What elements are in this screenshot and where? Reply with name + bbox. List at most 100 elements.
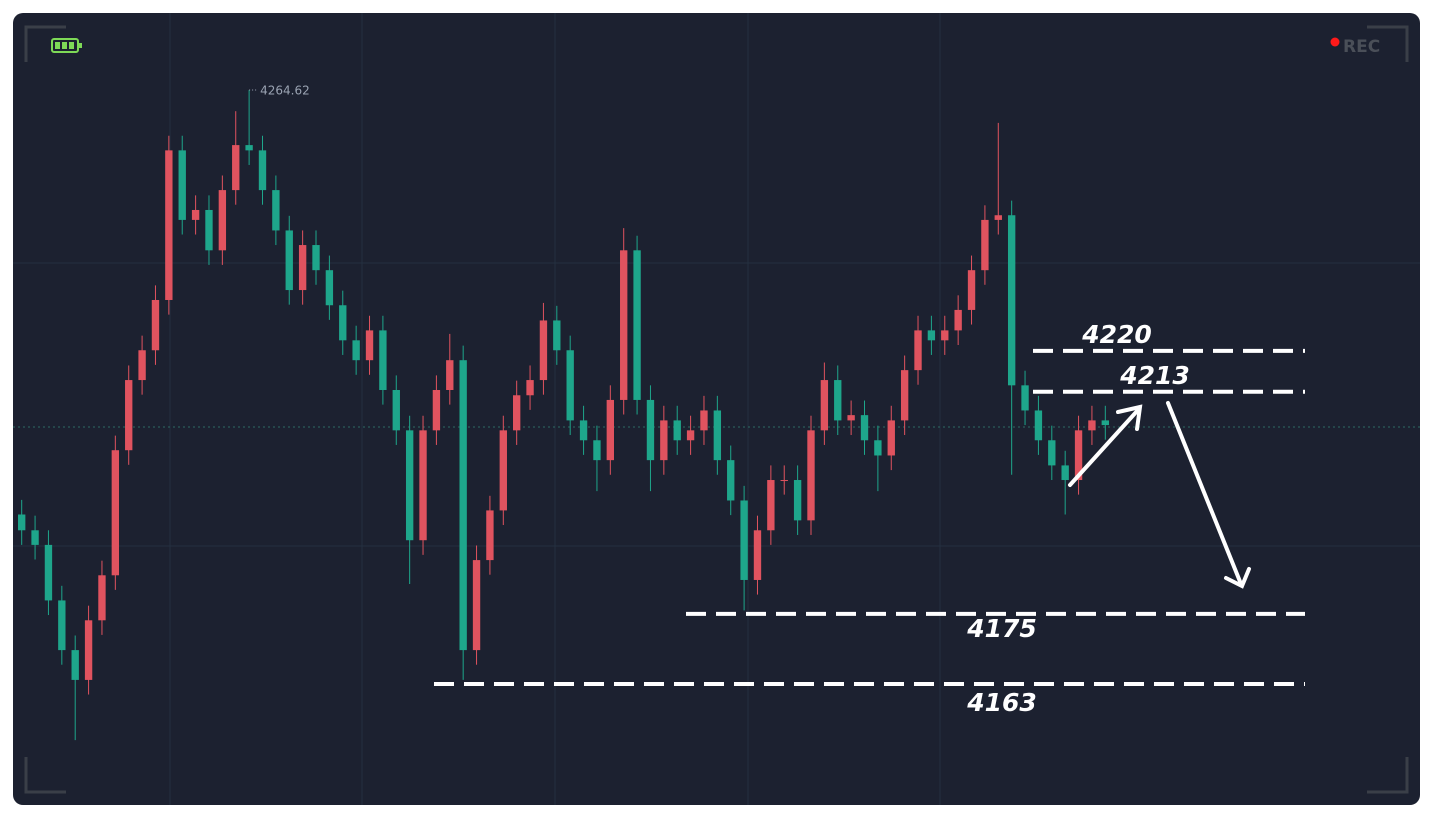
candle-body: [512, 395, 521, 431]
corner: [1367, 757, 1409, 794]
arrow-head: [1224, 567, 1251, 589]
candles: 4264.62: [18, 84, 1109, 741]
candle-body: [258, 150, 267, 191]
candle-body: [58, 600, 66, 651]
candle-body: [606, 399, 615, 461]
candle-body: [44, 544, 53, 601]
candle-body: [405, 430, 414, 541]
candle-body: [272, 190, 280, 231]
candle-body: [646, 399, 655, 461]
candle-body: [1101, 420, 1109, 426]
arrow-head: [1116, 404, 1143, 431]
candle-body: [285, 230, 293, 291]
candle-body: [245, 145, 253, 151]
candle-body: [1074, 430, 1083, 481]
candle-body: [673, 420, 681, 441]
candle-body: [780, 480, 788, 482]
candle-body: [1048, 440, 1056, 466]
candle-body: [954, 309, 962, 331]
candle-body: [566, 350, 574, 421]
corner: [1367, 25, 1409, 62]
candle-body: [31, 530, 39, 545]
candle-body: [472, 560, 481, 651]
candle-body: [900, 370, 909, 421]
candle-body: [914, 330, 922, 371]
battery-body: [51, 38, 79, 53]
chart-panel: [13, 13, 1420, 805]
candle-body: [539, 320, 548, 381]
candle-body: [1007, 215, 1016, 386]
level-label: 4175: [966, 614, 1037, 643]
max-price-label: 4264.62: [260, 84, 310, 98]
candle-body: [633, 250, 641, 400]
candle-body: [700, 410, 708, 431]
candle-body: [847, 415, 855, 421]
candle-body: [365, 330, 374, 361]
candle-body: [151, 299, 160, 351]
candle-body: [446, 360, 454, 391]
candle-body: [767, 480, 775, 531]
levels: 4220 4213 4175 4163: [434, 320, 1305, 717]
level-label: 4213: [1119, 361, 1190, 390]
candle-body: [753, 530, 762, 580]
candle-body: [807, 430, 815, 521]
battery-tip: [79, 43, 82, 48]
candle-body: [740, 500, 748, 580]
candle-body: [994, 215, 1002, 220]
candle-body: [834, 380, 842, 421]
battery-cell: [62, 42, 67, 49]
rec-dot: [1330, 37, 1340, 47]
candle-body: [392, 390, 400, 431]
candle-body: [967, 270, 976, 310]
corner: [24, 757, 66, 794]
candle-body: [339, 305, 347, 341]
arrows: [1068, 401, 1251, 589]
candle-body: [887, 420, 895, 456]
candle-body: [71, 650, 79, 680]
background-grid: [13, 13, 1420, 805]
candle-body: [486, 510, 494, 561]
candle-body: [713, 410, 722, 461]
candle-body: [111, 450, 120, 576]
candle-body: [1021, 385, 1029, 411]
candle-body: [432, 390, 441, 431]
candle-body: [312, 245, 320, 271]
candle-body: [927, 330, 936, 341]
level-label: 4163: [966, 688, 1037, 717]
candle-body: [860, 415, 869, 441]
candle-body: [98, 575, 106, 621]
candle-body: [727, 460, 735, 501]
candle-body: [660, 420, 668, 461]
candle-body: [379, 330, 387, 391]
candle-body: [298, 245, 307, 291]
battery-icon: [51, 38, 82, 53]
candle-body: [138, 350, 146, 381]
candle-body: [459, 360, 467, 651]
candle-body: [1088, 420, 1096, 431]
corner: [24, 25, 66, 62]
candle-body: [526, 380, 534, 396]
candle-body: [84, 620, 93, 680]
candle-body: [686, 430, 695, 441]
candle-body: [178, 150, 186, 220]
rec-label: REC: [1343, 37, 1380, 57]
candle-body: [981, 219, 989, 271]
candle-body: [325, 270, 334, 306]
down-arrow: [1166, 401, 1243, 586]
candle-body: [18, 514, 26, 531]
candle-body: [579, 420, 588, 441]
candle-body: [419, 430, 427, 541]
candle-body: [620, 250, 628, 400]
candle-body: [165, 150, 173, 300]
candle-body: [941, 330, 949, 341]
candle-body: [874, 440, 882, 456]
candle-body: [232, 145, 240, 191]
candle-body: [191, 209, 200, 220]
candle-body: [793, 480, 802, 521]
candle-body: [553, 320, 561, 351]
camera-corners: [24, 25, 1409, 794]
battery-cell: [55, 42, 60, 49]
candle-body: [352, 340, 360, 361]
